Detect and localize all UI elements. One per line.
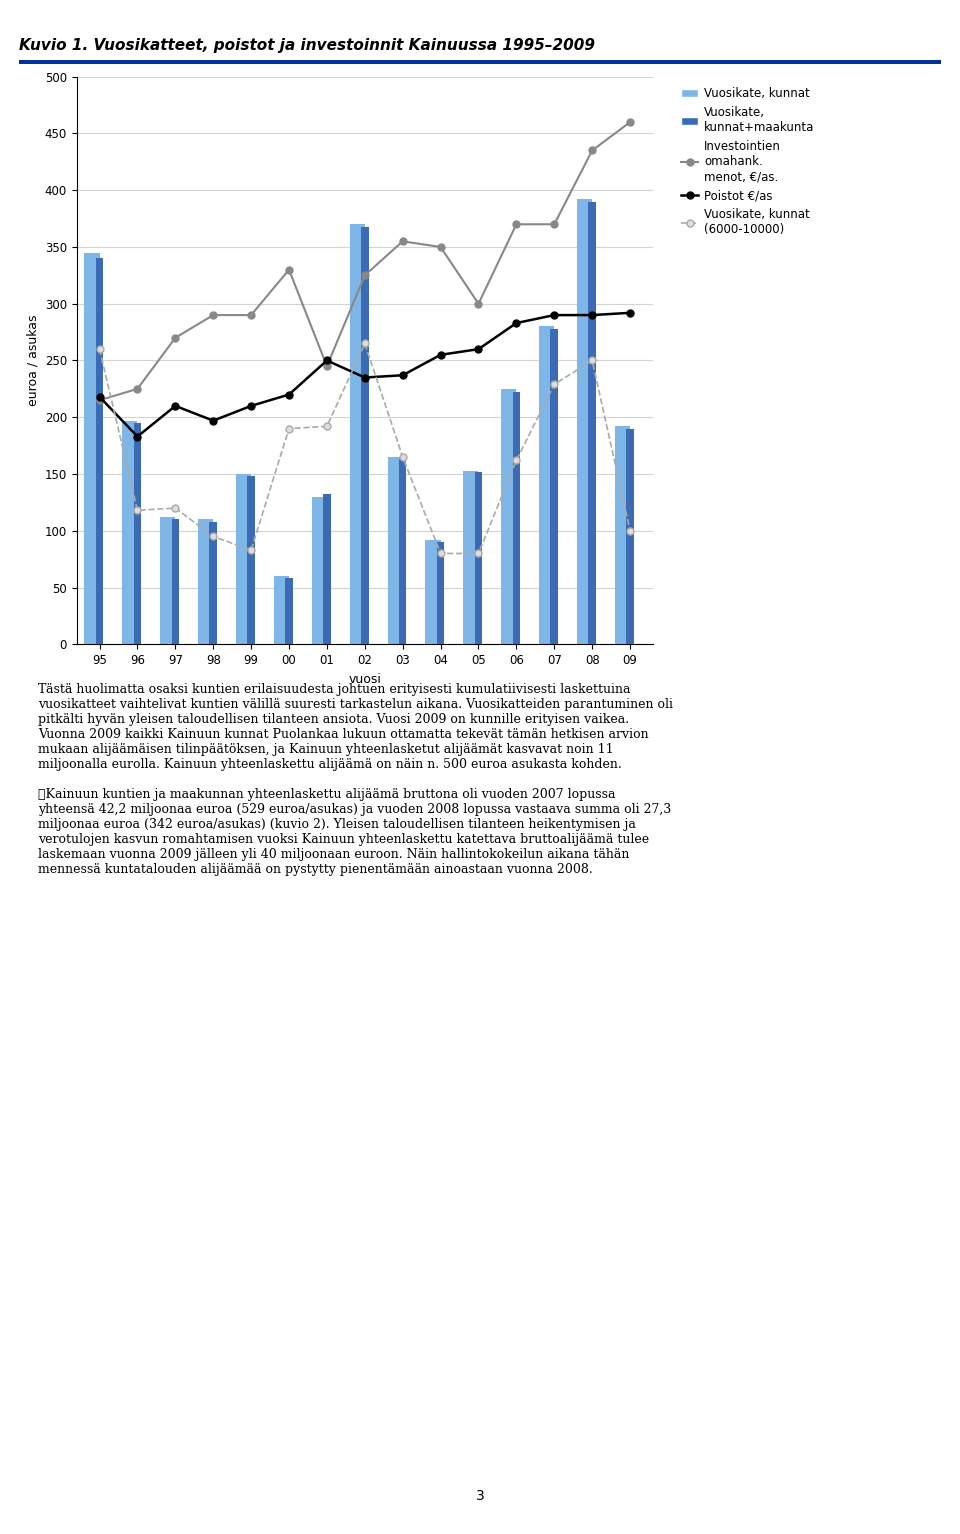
Bar bbox=[285, 578, 293, 644]
Bar bbox=[540, 327, 554, 644]
Poistot €/as bbox=[435, 345, 446, 364]
Text: 3: 3 bbox=[475, 1490, 485, 1503]
Poistot €/as bbox=[624, 304, 636, 322]
Bar bbox=[425, 540, 441, 644]
Bar bbox=[84, 253, 100, 644]
Poistot €/as bbox=[170, 397, 181, 416]
Vuosikate, kunnat
(6000-10000) bbox=[94, 341, 106, 359]
Poistot €/as bbox=[548, 305, 560, 324]
Vuosikate, kunnat
(6000-10000) bbox=[246, 542, 257, 560]
Poistot €/as bbox=[359, 368, 371, 387]
Poistot €/as bbox=[396, 367, 408, 385]
Poistot €/as bbox=[132, 428, 143, 446]
Poistot €/as bbox=[94, 388, 106, 407]
Bar bbox=[172, 520, 180, 644]
Bar bbox=[133, 423, 141, 644]
Bar bbox=[437, 542, 444, 644]
Investointien
omahank.
menot, €/as. bbox=[359, 267, 371, 285]
Bar bbox=[198, 520, 213, 644]
Vuosikate, kunnat
(6000-10000) bbox=[396, 448, 408, 466]
Line: Poistot €/as: Poistot €/as bbox=[96, 310, 634, 440]
Y-axis label: euroa / asukas: euroa / asukas bbox=[26, 314, 39, 407]
Vuosikate, kunnat
(6000-10000) bbox=[170, 499, 181, 517]
Bar bbox=[122, 420, 137, 644]
Text: Kuvio 1. Vuosikatteet, poistot ja investoinnit Kainuussa 1995–2009: Kuvio 1. Vuosikatteet, poistot ja invest… bbox=[19, 38, 595, 54]
Bar bbox=[209, 522, 217, 644]
Bar bbox=[312, 497, 327, 644]
Bar bbox=[550, 328, 558, 644]
Bar bbox=[474, 472, 482, 644]
Investointien
omahank.
menot, €/as. bbox=[587, 141, 598, 160]
X-axis label: vuosi: vuosi bbox=[348, 672, 381, 686]
Bar bbox=[588, 201, 596, 644]
Investointien
omahank.
menot, €/as. bbox=[472, 295, 484, 313]
Bar bbox=[248, 476, 255, 644]
Bar bbox=[615, 426, 630, 644]
Vuosikate, kunnat
(6000-10000) bbox=[435, 545, 446, 563]
Bar bbox=[274, 577, 289, 644]
Investointien
omahank.
menot, €/as. bbox=[322, 357, 333, 376]
Line: Vuosikate, kunnat
(6000-10000): Vuosikate, kunnat (6000-10000) bbox=[96, 341, 634, 557]
Vuosikate, kunnat
(6000-10000) bbox=[132, 502, 143, 520]
Bar bbox=[626, 428, 634, 644]
Poistot €/as bbox=[322, 351, 333, 370]
Investointien
omahank.
menot, €/as. bbox=[548, 215, 560, 233]
Bar bbox=[96, 258, 104, 644]
Investointien
omahank.
menot, €/as. bbox=[283, 261, 295, 279]
Text: Tästä huolimatta osaksi kuntien erilaisuudesta johtuen erityisesti kumulatiivise: Tästä huolimatta osaksi kuntien erilaisu… bbox=[38, 683, 673, 876]
Bar bbox=[160, 517, 176, 644]
Vuosikate, kunnat
(6000-10000) bbox=[283, 419, 295, 437]
Vuosikate, kunnat
(6000-10000) bbox=[207, 528, 219, 546]
Bar bbox=[399, 459, 406, 644]
Vuosikate, kunnat
(6000-10000) bbox=[472, 545, 484, 563]
Bar bbox=[501, 390, 516, 644]
Bar bbox=[464, 471, 478, 644]
Bar bbox=[349, 224, 365, 644]
Poistot €/as bbox=[283, 385, 295, 403]
Investointien
omahank.
menot, €/as. bbox=[246, 305, 257, 324]
Bar bbox=[388, 457, 402, 644]
Bar bbox=[361, 227, 369, 644]
Vuosikate, kunnat
(6000-10000) bbox=[511, 451, 522, 469]
Vuosikate, kunnat
(6000-10000) bbox=[359, 334, 371, 353]
Investointien
omahank.
menot, €/as. bbox=[624, 114, 636, 132]
Vuosikate, kunnat
(6000-10000) bbox=[322, 417, 333, 436]
Line: Investointien
omahank.
menot, €/as.: Investointien omahank. menot, €/as. bbox=[96, 118, 634, 403]
Investointien
omahank.
menot, €/as. bbox=[511, 215, 522, 233]
Investointien
omahank.
menot, €/as. bbox=[396, 232, 408, 250]
Investointien
omahank.
menot, €/as. bbox=[170, 328, 181, 347]
Vuosikate, kunnat
(6000-10000) bbox=[624, 522, 636, 540]
Investointien
omahank.
menot, €/as. bbox=[435, 238, 446, 256]
Legend: Vuosikate, kunnat, Vuosikate,
kunnat+maakunta, Investointien
omahank.
menot, €/a: Vuosikate, kunnat, Vuosikate, kunnat+maa… bbox=[676, 83, 820, 241]
Vuosikate, kunnat
(6000-10000) bbox=[587, 351, 598, 370]
Bar bbox=[577, 199, 592, 644]
Bar bbox=[513, 393, 520, 644]
Investointien
omahank.
menot, €/as. bbox=[94, 391, 106, 410]
Bar bbox=[236, 474, 252, 644]
Poistot €/as bbox=[511, 314, 522, 333]
Poistot €/as bbox=[472, 341, 484, 359]
Poistot €/as bbox=[587, 305, 598, 324]
Vuosikate, kunnat
(6000-10000) bbox=[548, 376, 560, 394]
Poistot €/as bbox=[207, 411, 219, 430]
Investointien
omahank.
menot, €/as. bbox=[132, 380, 143, 399]
Poistot €/as bbox=[246, 397, 257, 416]
Bar bbox=[324, 494, 330, 644]
Investointien
omahank.
menot, €/as. bbox=[207, 305, 219, 324]
